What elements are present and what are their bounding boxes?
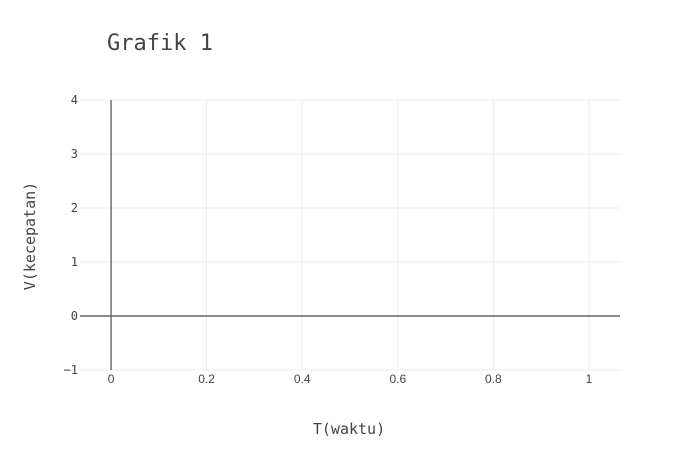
x-axis-ticks: 0 0.2 0.4 0.6 0.8 1 — [108, 372, 593, 386]
y-tick-label-5: 4 — [71, 93, 78, 107]
chart-title: Grafik 1 — [107, 31, 213, 56]
x-tick-label-5: 1 — [586, 372, 593, 386]
x-axis-title: T(waktu) — [313, 420, 385, 438]
x-tick-label-4: 0.8 — [485, 372, 502, 386]
x-tick-label-1: 0.2 — [198, 372, 215, 386]
y-axis-title: V(kecepatan) — [21, 182, 39, 290]
grid-layer — [80, 99, 620, 371]
y-tick-label-1: 0 — [71, 309, 78, 323]
y-axis-ticks: −1 0 1 2 3 4 — [64, 93, 78, 377]
y-tick-label-0: −1 — [64, 363, 78, 377]
y-tick-label-4: 3 — [71, 147, 78, 161]
x-tick-label-2: 0.4 — [294, 372, 311, 386]
y-tick-label-2: 1 — [71, 255, 78, 269]
zeroline-layer — [80, 100, 620, 370]
x-tick-label-3: 0.6 — [389, 372, 406, 386]
y-tick-label-3: 2 — [71, 201, 78, 215]
x-tick-label-0: 0 — [108, 372, 115, 386]
